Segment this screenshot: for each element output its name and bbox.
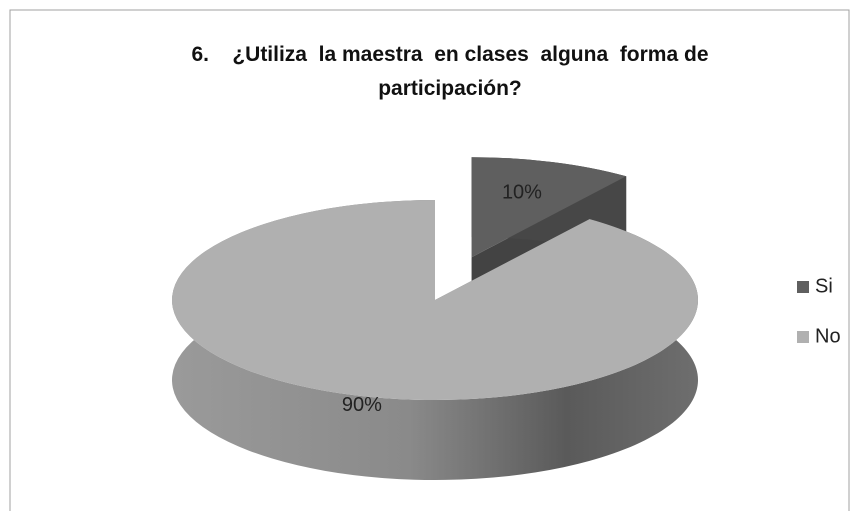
data-label: 10%: [502, 182, 542, 204]
pie-slice: [172, 200, 699, 401]
pie-slice: [471, 157, 627, 258]
chart-frame: [9, 9, 850, 511]
legend-swatch: [797, 331, 809, 343]
legend-label: Si: [815, 275, 833, 297]
legend-swatch: [797, 281, 809, 293]
legend-label: No: [815, 325, 841, 347]
data-label: 90%: [342, 394, 382, 416]
chart-title: 6. ¿Utiliza la maestra en clases alguna …: [191, 43, 715, 100]
